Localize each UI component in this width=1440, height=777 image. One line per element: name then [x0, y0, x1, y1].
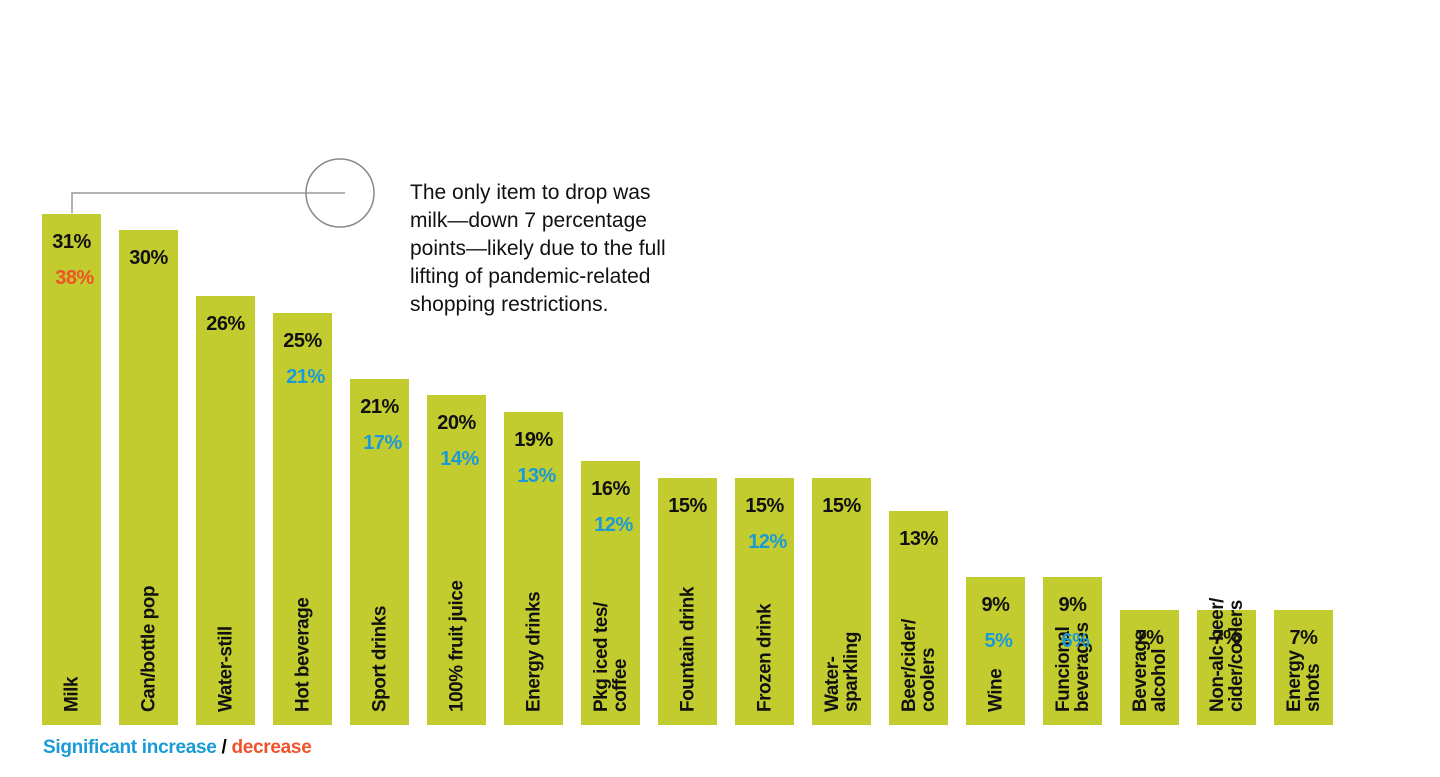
bar	[812, 477, 871, 725]
prior-value-label: 13%	[517, 464, 556, 487]
annotation-line: milk—down 7 percentage	[410, 209, 647, 232]
x-tick-label: Frozen drink	[754, 603, 775, 712]
bar	[1120, 609, 1179, 725]
x-tick-label: Non-alc beer/ cider/coolers	[1206, 598, 1247, 712]
bar	[658, 477, 717, 725]
bar	[350, 378, 409, 725]
x-tick-label: Sport drinks	[369, 606, 390, 712]
value-label: 20%	[437, 412, 476, 434]
prior-value-label: 38%	[55, 266, 94, 289]
bar	[427, 395, 486, 725]
value-label: 7%	[1212, 626, 1241, 649]
value-label: 26%	[206, 313, 245, 335]
x-tick-label: Energy drinks	[523, 591, 544, 712]
bar	[1274, 609, 1333, 725]
value-label: 7%	[1289, 626, 1318, 649]
x-tick-label: Wine	[985, 668, 1006, 712]
bar	[119, 230, 178, 725]
value-label: 31%	[52, 230, 91, 253]
annotation-line: The only item to drop was	[410, 181, 651, 204]
legend-separator: /	[221, 737, 227, 758]
bar	[273, 312, 332, 725]
value-label: 15%	[822, 494, 861, 517]
legend-increase: Significant increase	[43, 737, 217, 758]
value-label: 7%	[1135, 626, 1164, 649]
x-tick-label: Water- sparkling	[821, 632, 862, 712]
value-label: 16%	[591, 478, 630, 500]
prior-value-label: 21%	[286, 365, 325, 388]
annotation-line: lifting of pandemic-related	[410, 265, 651, 288]
value-label: 13%	[899, 527, 938, 550]
legend: Significant increase / decrease	[43, 737, 312, 759]
bar	[581, 461, 640, 725]
value-label: 21%	[360, 395, 399, 418]
bar	[889, 510, 948, 725]
bar	[966, 576, 1025, 725]
prior-value-label: 14%	[440, 448, 479, 470]
value-label: 30%	[129, 247, 168, 269]
prior-value-label: 12%	[748, 530, 787, 553]
x-tick-label: Pkg iced tes/ coffee	[590, 602, 631, 712]
value-label: 9%	[1058, 593, 1087, 616]
value-label: 15%	[668, 494, 707, 517]
x-tick-label: Hot beverage	[292, 597, 313, 712]
bar	[735, 477, 794, 725]
bar	[1197, 609, 1256, 725]
value-label: 25%	[283, 329, 322, 352]
prior-value-label: 17%	[363, 431, 402, 454]
prior-value-label: 12%	[594, 514, 633, 536]
x-tick-label: Water-still	[215, 626, 236, 712]
value-label: 19%	[514, 428, 553, 451]
x-tick-label: Fountain drink	[677, 587, 698, 712]
x-tick-label: Beer/cider/ coolers	[898, 619, 939, 712]
prior-value-label: 6%	[1061, 629, 1090, 652]
x-tick-label: Milk	[61, 677, 82, 712]
x-tick-label: 100% fruit juice	[446, 580, 467, 712]
value-label: 15%	[745, 494, 784, 517]
bar	[42, 213, 101, 725]
annotation-line: points—likely due to the full	[410, 237, 666, 260]
annotation-line: shopping restrictions.	[410, 293, 609, 316]
legend-decrease: decrease	[231, 737, 312, 758]
value-label: 9%	[981, 593, 1010, 616]
bar	[196, 296, 255, 725]
x-tick-label: Energy shots	[1283, 650, 1324, 712]
bar	[504, 411, 563, 725]
bar	[1043, 576, 1102, 725]
x-tick-label: Can/bottle pop	[138, 586, 159, 712]
prior-value-label: 5%	[984, 629, 1013, 652]
